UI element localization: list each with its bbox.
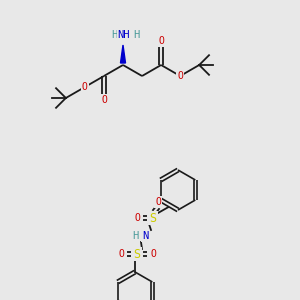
Text: O: O bbox=[177, 71, 183, 81]
Text: O: O bbox=[150, 249, 156, 259]
Text: O: O bbox=[155, 197, 161, 207]
Text: O: O bbox=[101, 95, 107, 105]
Text: N: N bbox=[142, 231, 148, 241]
Text: O: O bbox=[134, 213, 140, 223]
Text: NH: NH bbox=[118, 30, 130, 40]
Text: O: O bbox=[82, 82, 88, 92]
Text: S: S bbox=[149, 212, 157, 224]
Text: O: O bbox=[118, 249, 124, 259]
Text: S: S bbox=[134, 248, 141, 260]
Text: H: H bbox=[133, 30, 139, 40]
Polygon shape bbox=[121, 45, 125, 63]
Text: H: H bbox=[132, 231, 138, 241]
Text: O: O bbox=[158, 36, 164, 46]
Text: H: H bbox=[111, 30, 117, 40]
